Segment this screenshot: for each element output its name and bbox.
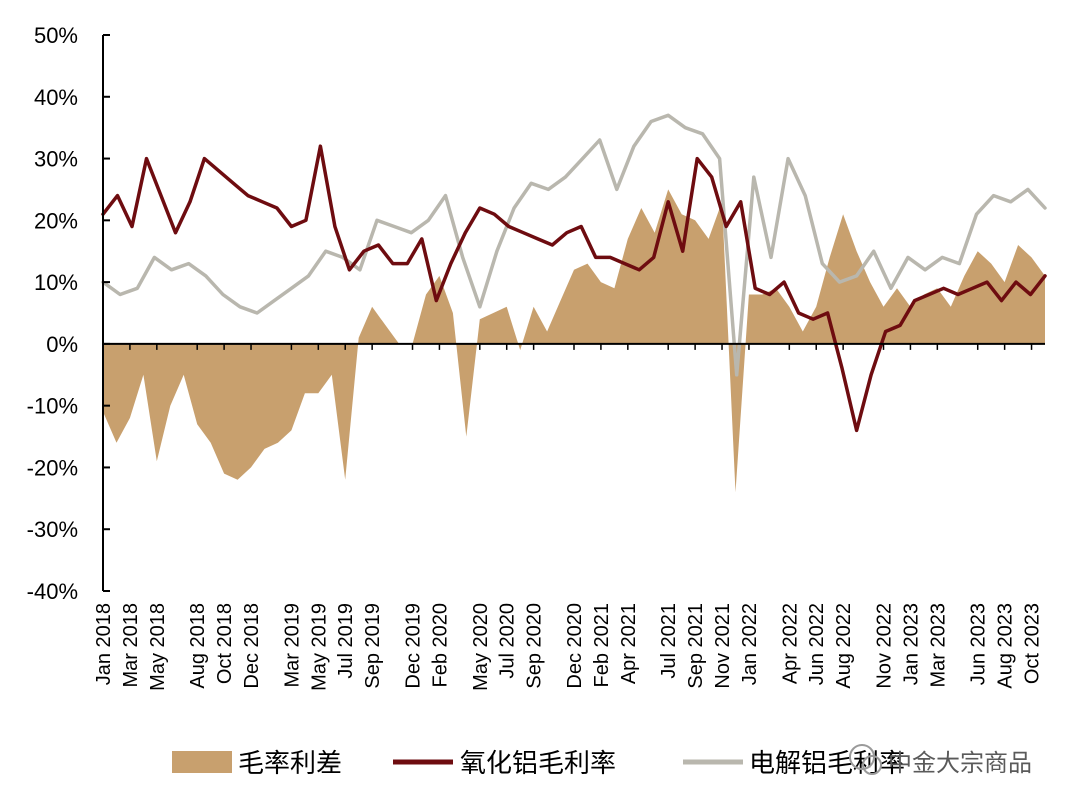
lines-layer [101, 113, 1047, 433]
y-tick-labels: 50% 40% 30% 20% 10% 0% -10% -20% -30% -40% [27, 23, 78, 604]
x-tick-label: Apr 2022 [779, 603, 801, 684]
x-tick-label: Jul 2021 [658, 603, 680, 679]
x-tick-label: Oct 2018 [214, 603, 236, 684]
y-tick-label: -20% [27, 455, 78, 480]
x-tick-label: Jul 2020 [497, 603, 519, 679]
y-tick-label: -40% [27, 579, 78, 604]
x-tick-label: Mar 2019 [281, 603, 303, 688]
x-tick-label: Sep 2021 [685, 603, 707, 689]
x-tick-label: Jun 2022 [806, 603, 828, 685]
x-tick-label: Jul 2019 [335, 603, 357, 679]
x-tick-label: Nov 2022 [874, 603, 896, 689]
spread-area-layer [103, 189, 1045, 493]
watermark-text: 中金大宗商品 [888, 749, 1032, 777]
x-tick-label: May 2019 [308, 603, 330, 691]
x-tick-label: Mar 2023 [927, 603, 949, 688]
x-tick-label: May 2018 [147, 603, 169, 691]
x-tick-label: Jan 2023 [900, 603, 922, 685]
x-tick-label: Feb 2020 [429, 603, 451, 688]
y-tick-label: 10% [34, 270, 78, 295]
axes-layer [102, 34, 1045, 592]
legend: 毛率利差 氧化铝毛利率 电解铝毛利率 [172, 749, 905, 779]
x-tick-label: Apr 2021 [618, 603, 640, 684]
legend-label-alumina: 氧化铝毛利率 [460, 749, 616, 779]
y-tick-label: 50% [34, 23, 78, 48]
x-tick-label: Aug 2018 [187, 603, 209, 689]
x-tick-label: Nov 2021 [712, 603, 734, 689]
y-tick-label: -10% [27, 394, 78, 419]
legend-label-spread: 毛率利差 [238, 749, 342, 779]
y-tick-label: 30% [34, 147, 78, 172]
y-tick-label: -30% [27, 517, 78, 542]
x-tick-label: May 2020 [470, 603, 492, 691]
y-tick-label: 40% [34, 85, 78, 110]
legend-label-electrolytic: 电解铝毛利率 [749, 749, 905, 779]
watermark: 中金大宗商品 [849, 744, 1032, 777]
y-tick-label: 0% [46, 332, 78, 357]
x-tick-label: Dec 2018 [241, 603, 263, 689]
x-tick-label: Jan 2022 [739, 603, 761, 685]
area-series-spread [103, 189, 1045, 493]
x-tick-labels: Jan 2018 Mar 2018 May 2018 Aug 2018 Oct 2018… [93, 603, 1044, 691]
x-tick-label: Oct 2023 [1022, 603, 1044, 684]
x-tick-label: Mar 2018 [120, 603, 142, 688]
x-tick-label: Feb 2021 [591, 603, 613, 688]
x-tick-label: Sep 2020 [524, 603, 546, 689]
x-tick-label: Dec 2020 [564, 603, 586, 689]
x-tick-label: Jun 2023 [968, 603, 990, 685]
y-tick-label: 20% [34, 208, 78, 233]
line-series-electrolytic [101, 113, 1047, 377]
wechat-bubble-icon [862, 755, 882, 775]
x-tick-label: Jan 2018 [93, 603, 115, 685]
legend-swatch-spread [172, 751, 232, 773]
x-tick-label: Dec 2019 [403, 603, 425, 689]
line-series-alumina [101, 144, 1047, 433]
x-tick-label: Aug 2022 [833, 603, 855, 689]
x-tick-label: Aug 2023 [995, 603, 1017, 689]
x-tick-label: Sep 2019 [362, 603, 384, 689]
